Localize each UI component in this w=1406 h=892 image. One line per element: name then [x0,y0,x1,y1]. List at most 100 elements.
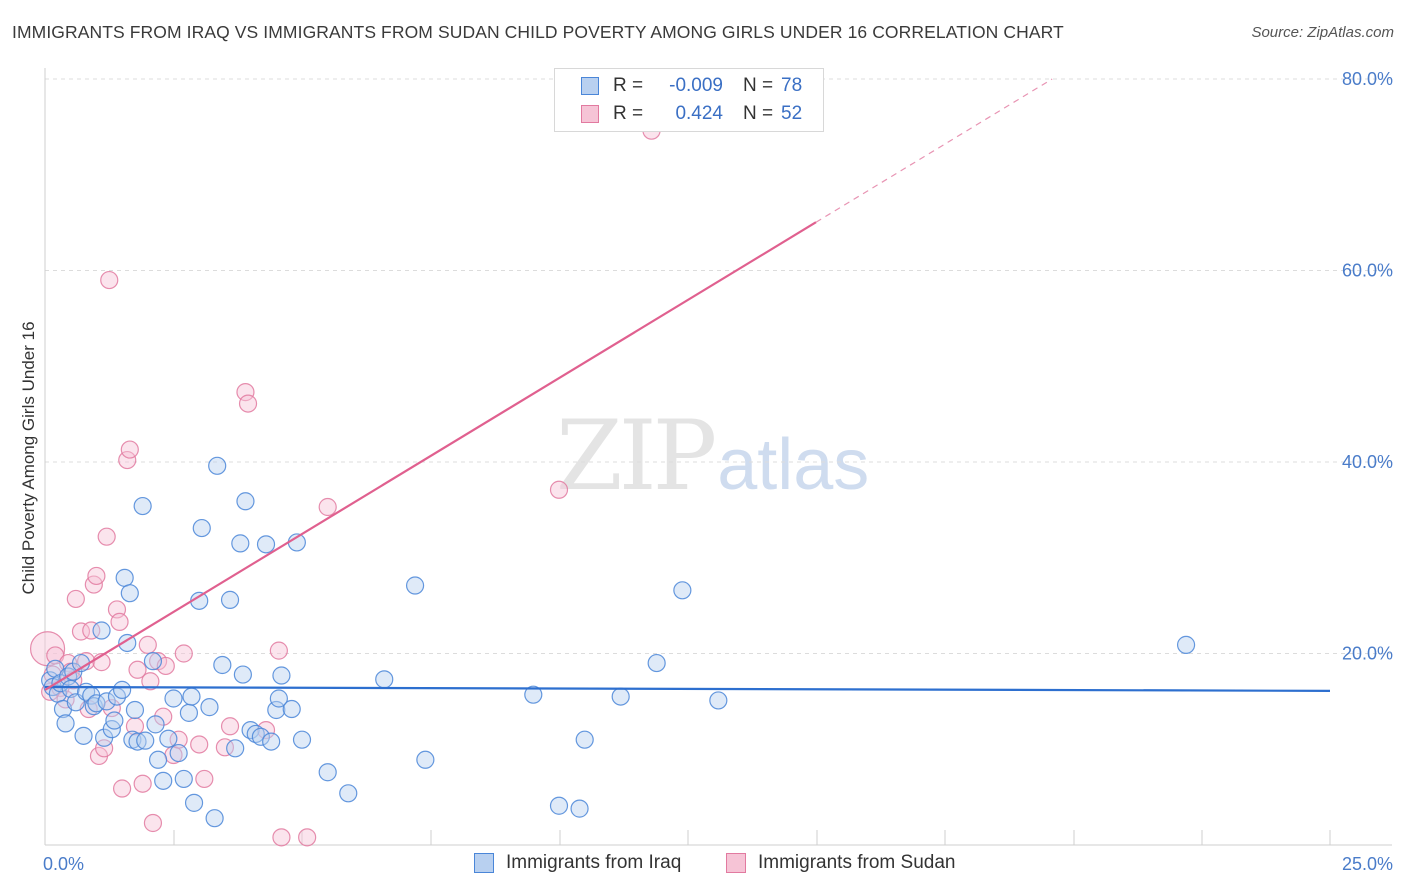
watermark-atlas: atlas [717,425,870,505]
bottom-legend: Immigrants from Iraq Immigrants from Sud… [0,852,1406,878]
iraq-point [159,729,178,748]
sudan-point [298,828,317,847]
sudan-point [269,641,288,660]
sudan-point [190,735,209,754]
legend-r-label: R = [613,75,644,96]
iraq-point [405,576,425,595]
iraq-point [262,732,281,751]
sudan-point [125,717,145,736]
sudan-point [82,621,101,640]
iraq-point [647,653,666,673]
y-tick-label: 40.0% [1342,452,1393,472]
iraq-point [318,763,337,782]
sudan-point [141,672,160,691]
iraq-point [256,535,276,554]
iraq-point [251,727,270,746]
bottom-legend-sudan: Immigrants from Sudan [726,852,955,874]
series-iraq-points [41,456,1196,828]
legend-n-value: 52 [781,103,803,124]
iraq-point [272,666,291,685]
iraq-point [192,518,211,538]
x-tick-label: 25.0% [1342,854,1393,874]
sudan-point [66,589,85,609]
chart-title: IMMIGRANTS FROM IRAQ VS IMMIGRANTS FROM … [12,22,1064,42]
bottom-legend-swatch-iraq [474,853,494,873]
sudan-point [112,779,132,798]
sudan-point [549,480,569,499]
tick-labels: 20.0% 40.0% 60.0% 80.0% 0.0% 25.0% [43,69,1393,874]
iraq-point [233,665,252,684]
bottom-legend-label-iraq: Immigrants from Iraq [506,852,682,873]
iraq-point [575,730,594,749]
iraq-point [136,731,155,750]
iraq-point [231,534,250,553]
legend-n-label: N = [743,103,774,124]
y-tick-label: 20.0% [1342,644,1393,664]
legend-row-sudan: R = 0.424 N = 52 [555,100,802,128]
legend-box: R = -0.009 N = 78 R = 0.424 N = 52 [554,68,824,132]
iraq-point [375,670,394,689]
axes [44,68,1392,846]
iraq-point [97,692,116,711]
iraq-point [200,698,219,717]
iraq-point [61,679,80,699]
iraq-point [611,687,630,706]
sudan-point [133,774,152,793]
sudan-point [95,739,114,758]
iraq-point [213,655,232,675]
sudan-point [318,497,337,517]
iraq-point [115,568,134,587]
y-tick-label: 60.0% [1342,261,1393,281]
legend-n-value: 78 [781,75,803,96]
sudan-point [143,813,163,833]
trend-line-iraq [44,685,1331,692]
iraq-point [236,492,255,511]
iraq-point [164,689,183,708]
iraq-point [128,732,147,751]
legend-r-value: -0.009 [669,75,723,96]
sudan-point [272,828,291,847]
watermark-zip: ZIP [556,400,717,512]
iraq-point [709,691,728,710]
sudan-point [154,707,173,726]
trend-line-sudan-extension [815,78,1053,223]
sudan-point [97,527,116,546]
iraq-point [182,687,201,706]
iraq-point [179,703,199,722]
iraq-point [125,700,145,720]
legend-swatch-sudan [581,105,599,123]
source-label: Source: ZipAtlas.com [1251,24,1394,41]
iraq-point [146,715,165,734]
sudan-point [195,769,214,789]
iraq-point [148,750,168,769]
iraq-point [267,700,286,720]
legend-n-label: N = [743,75,774,96]
iraq-point [169,743,188,763]
iraq-point [154,771,173,790]
sudan-point [138,635,157,654]
sudan-point [220,717,240,736]
sudan-point [128,660,147,679]
legend-swatch-iraq [581,77,599,95]
iraq-point [416,750,435,769]
iraq-point [184,793,204,812]
trend-line-sudan [44,221,817,691]
sudan-point [174,644,193,663]
y-axis-label: Child Poverty Among Girls Under 16 [19,321,38,594]
iraq-point [269,689,288,708]
iraq-point [292,730,312,749]
legend-r-value: 0.424 [675,103,723,124]
iraq-point [673,581,692,600]
iraq-point [112,680,132,699]
trend-lines [44,78,1331,692]
watermark: ZIPatlas [556,400,869,512]
sudan-point [120,440,139,459]
iraq-point [570,799,589,818]
y-tick-label: 80.0% [1342,69,1393,89]
iraq-point [92,621,111,640]
bottom-legend-swatch-sudan [726,853,746,873]
sudan-point [110,612,129,632]
iraq-point [143,652,163,671]
iraq-point [339,784,358,803]
